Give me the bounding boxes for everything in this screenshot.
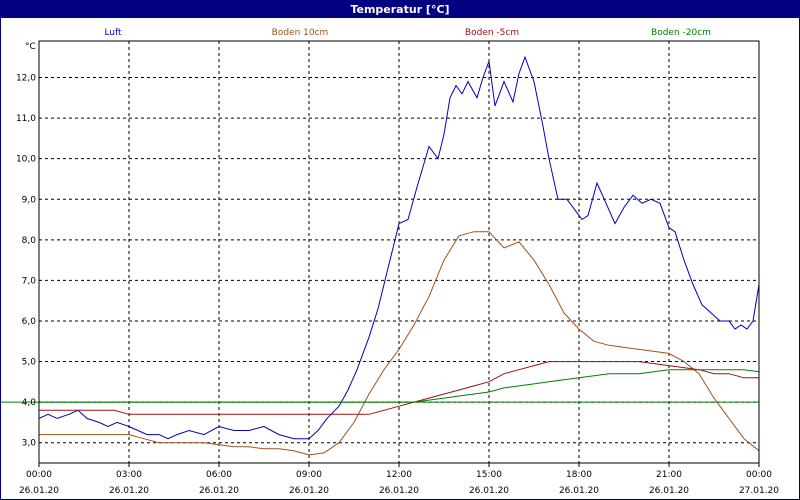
y-tick-label: 3,0 <box>22 439 37 449</box>
x-tick-date-label: 26.01.20 <box>19 486 59 496</box>
legend-entry-3: Boden -5cm <box>465 28 519 38</box>
x-tick-date-label: 26.01.20 <box>469 486 509 496</box>
x-tick-time-label: 00:00 <box>26 470 52 480</box>
x-tick-time-label: 00:00 <box>746 470 772 480</box>
x-tick-date-label: 26.01.20 <box>109 486 149 496</box>
y-tick-label: 9,0 <box>22 195 37 205</box>
y-tick-label: 8,0 <box>22 236 37 246</box>
grid <box>39 41 759 463</box>
x-tick-time-label: 09:00 <box>296 470 322 480</box>
x-tick-date-label: 26.01.20 <box>379 486 419 496</box>
legend-entry-4: Boden -20cm <box>651 28 711 38</box>
x-tick-time-label: 21:00 <box>656 470 682 480</box>
y-tick-label: 5,0 <box>22 358 37 368</box>
legend-entry-1: Luft <box>104 28 122 38</box>
x-tick-date-label: 26.01.20 <box>199 486 239 496</box>
plot-border <box>38 40 760 464</box>
x-tick-date-label: 26.01.20 <box>649 486 689 496</box>
x-tick-date-label: 26.01.20 <box>559 486 599 496</box>
x-tick-time-label: 15:00 <box>476 470 502 480</box>
y-tick-label: 12,0 <box>16 74 36 84</box>
y-tick-label: 11,0 <box>16 114 36 124</box>
axes: 3,0 4,0 5,0 6,0 7,0 8,0 9,0 10,0 11,0 12,0 00:00 26… <box>16 40 779 496</box>
legend: Luft Boden 10cm Boden -5cm Boden -20cm <box>104 28 711 38</box>
x-tick-time-label: 06:00 <box>206 470 232 480</box>
y-tick-label: 7,0 <box>22 276 37 286</box>
series-line-4 <box>39 369 760 403</box>
x-tick-time-label: 12:00 <box>386 470 412 480</box>
chart-title: Temperatur [°C] <box>1 1 799 18</box>
y-tick-label: 6,0 <box>22 317 37 327</box>
series-line-2 <box>39 231 760 456</box>
x-tick-date-label: 27.01.20 <box>739 486 779 496</box>
y-tick-label: 4,0 <box>22 398 37 408</box>
series-layer <box>38 55 760 456</box>
x-tick-time-label: 18:00 <box>566 470 592 480</box>
y-axis-unit: °C <box>25 42 36 52</box>
y-tick-label: 10,0 <box>16 155 36 165</box>
x-tick-time-label: 03:00 <box>116 470 142 480</box>
series-line-1 <box>38 55 760 440</box>
series-line-3 <box>39 361 759 415</box>
legend-entry-2: Boden 10cm <box>272 28 329 38</box>
x-tick-date-label: 26.01.20 <box>289 486 329 496</box>
